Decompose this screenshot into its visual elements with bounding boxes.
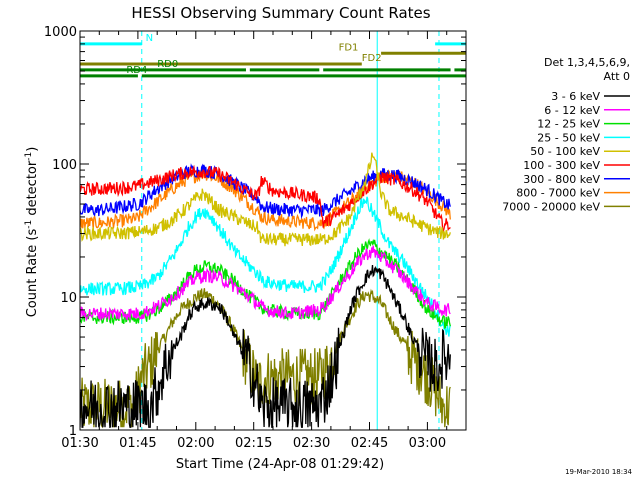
- y-axis-label-part2: detector: [25, 160, 40, 220]
- legend-header-detectors: Det 1,3,4,5,6,9,: [544, 56, 630, 69]
- legend-label-2: 12 - 25 keV: [537, 118, 600, 131]
- y-axis-label-sup2: -1: [24, 152, 34, 161]
- legend-label-8: 7000 - 20000 keV: [502, 200, 600, 213]
- legend-label-4: 50 - 100 keV: [530, 145, 600, 158]
- x-tick-label-1: 01:45: [119, 436, 156, 451]
- flag-label-fd2: FD2: [362, 53, 382, 64]
- series-line-3-6-kev: [80, 265, 451, 429]
- legend-label-3: 25 - 50 keV: [537, 131, 600, 144]
- y-tick-label-2: 100: [52, 158, 77, 173]
- x-tick-label-2: 02:00: [177, 436, 214, 451]
- y-axis-label-part3: ): [25, 147, 40, 152]
- flag-label-n: N: [146, 33, 153, 44]
- x-tick-label-4: 02:30: [293, 436, 330, 451]
- chart-title: HESSI Observing Summary Count Rates: [131, 4, 430, 22]
- series-line-50-100-kev: [80, 152, 451, 247]
- footer-timestamp: 19-Mar-2010 18:34: [565, 468, 632, 476]
- x-tick-label-0: 01:30: [61, 436, 98, 451]
- y-axis: 1 10 100 1000: [44, 25, 466, 439]
- y-tick-label-1: 10: [60, 291, 77, 306]
- y-axis-label: Count Rate (s-1 detector-1): [24, 147, 40, 318]
- series-line-100-300-kev: [80, 164, 451, 233]
- x-tick-label-3: 02:15: [235, 436, 272, 451]
- x-axis-label: Start Time (24-Apr-08 01:29:42): [176, 457, 384, 472]
- series-line-800-7000-kev: [80, 169, 451, 232]
- x-tick-label-6: 03:00: [409, 436, 446, 451]
- x-tick-label-5: 02:45: [351, 436, 388, 451]
- series-line-7000-20000-kev: [80, 288, 451, 429]
- series-line-25-50-kev: [80, 196, 451, 337]
- y-tick-label-3: 1000: [44, 25, 77, 40]
- flag-label-rd0: RD0: [157, 59, 178, 70]
- flag-label-rd4: RD4: [126, 65, 147, 76]
- legend-label-1: 6 - 12 keV: [544, 104, 600, 117]
- series-layer: [80, 152, 451, 429]
- y-axis-label-part1: Count Rate (s: [25, 229, 40, 318]
- legend-label-7: 800 - 7000 keV: [516, 187, 600, 200]
- legend-label-6: 300 - 800 keV: [523, 173, 600, 186]
- legend-label-5: 100 - 300 keV: [523, 159, 600, 172]
- flag-label-fd1: FD1: [339, 42, 359, 53]
- y-tick-label-0: 1: [69, 424, 77, 439]
- legend-header-attenuator: Att 0: [604, 70, 630, 83]
- legend-label-0: 3 - 6 keV: [551, 90, 600, 103]
- x-axis: 01:30 01:45 02:00 02:15 02:30 02:45 03:00: [61, 31, 448, 451]
- y-axis-label-sup1: -1: [24, 220, 34, 229]
- series-line-6-12-kev: [80, 245, 451, 322]
